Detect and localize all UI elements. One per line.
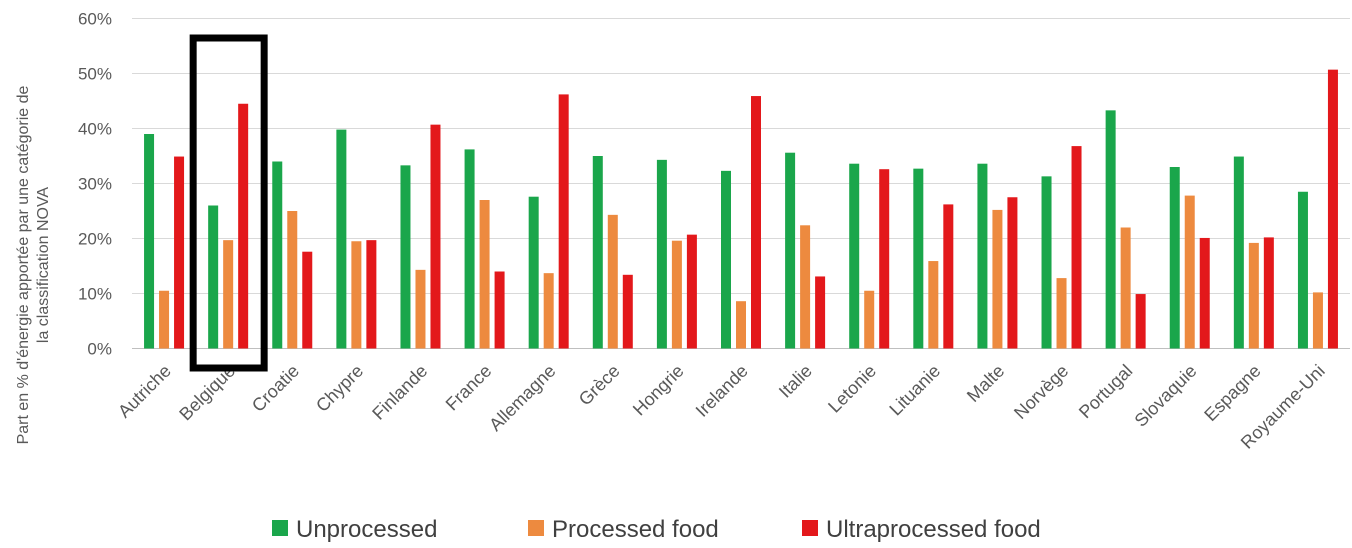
bar [1233,156,1244,349]
bar [592,156,603,349]
bar [622,274,633,349]
x-category-label: Letonie [824,361,880,417]
y-tick-label: 40% [78,120,112,139]
legend-swatch [528,520,544,536]
bar [415,269,426,349]
bar [1135,294,1146,349]
bar [336,129,347,349]
x-category-label: Irelande [692,361,752,421]
bar [1071,146,1082,349]
bar [1248,242,1259,349]
legend-label: Unprocessed [296,516,437,543]
bar [1297,191,1308,349]
y-tick-label: 60% [78,10,112,29]
legend-label: Ultraprocessed food [826,516,1041,543]
legend-swatch [272,520,288,536]
legend-swatch [802,520,818,536]
bar [879,169,890,349]
bar [1120,227,1131,349]
bar [815,276,826,349]
legend-label: Processed food [552,516,719,543]
bar [351,241,362,349]
bar [1056,278,1067,349]
bar [686,234,697,349]
bar [430,124,441,349]
bar [302,251,313,349]
bar [721,170,731,349]
bar [800,225,811,349]
bar [736,301,746,349]
bars [144,69,1338,349]
bar [1327,69,1338,349]
bar [977,163,988,349]
bar [272,161,283,349]
bar [1007,197,1018,349]
bar [864,290,875,349]
bar [223,240,234,349]
bar [1105,110,1116,349]
y-tick-label: 50% [78,65,112,84]
bar [656,159,667,349]
y-axis-title: Part en % d'énergie apportée par une cat… [15,85,52,444]
bar [464,149,475,349]
bar [1199,237,1210,349]
highlight-rectangle [189,34,268,372]
bar [928,261,939,349]
x-category-label: Espagne [1200,361,1264,425]
bar [785,152,796,349]
bar [238,103,249,349]
bar [849,163,860,349]
bar [1169,167,1180,349]
bar [558,94,569,349]
y-axis-ticks: 0% 10% 20% 30% 40% 50% 60% [78,10,112,359]
bar [943,204,954,349]
bar [400,165,411,349]
bar [208,205,219,349]
x-category-label: Grèce [575,361,624,410]
bar [751,96,761,349]
x-category-label: Autriche [114,361,175,422]
bar [1041,176,1052,349]
bar [543,273,554,349]
y-tick-label: 10% [78,285,112,304]
bar [479,200,490,349]
y-axis-title-line: Part en % d'énergie apportée par une cat… [15,85,32,444]
bar [287,211,298,349]
x-category-label: Finlande [368,361,431,424]
x-category-label: Italie [775,361,816,402]
x-axis-categories: Autriche Belgique Croatie Chypre Finlande Fra… [114,361,1329,453]
x-category-label: Norvège [1010,361,1072,423]
bar [494,271,505,349]
bar [607,214,618,349]
y-axis-title-line: la classification NOVA [35,187,52,344]
bar [366,240,377,349]
legend: Unprocessed Processed food Ultraprocessed … [272,516,1041,543]
x-category-label: France [442,361,496,415]
x-category-label: Lituanie [885,361,944,420]
bar [528,196,539,349]
x-category-label: Hongrie [629,361,688,420]
x-category-label: Malte [963,361,1008,406]
bar [1312,292,1323,349]
bar [671,240,682,349]
y-tick-label: 0% [87,340,112,359]
x-category-label: Chypre [312,361,367,416]
bar [159,290,170,349]
bar [1263,237,1274,349]
bar [144,134,155,349]
y-tick-label: 20% [78,230,112,249]
bar [913,168,924,349]
gridlines [132,18,1350,349]
x-category-label: Portugal [1075,361,1137,423]
x-category-label: Allemagne [485,361,559,435]
highlight-box [189,34,268,372]
bar [992,209,1003,349]
bar [174,156,185,349]
x-category-label: Slovaquie [1131,361,1201,431]
y-tick-label: 30% [78,175,112,194]
bar [1184,195,1195,349]
